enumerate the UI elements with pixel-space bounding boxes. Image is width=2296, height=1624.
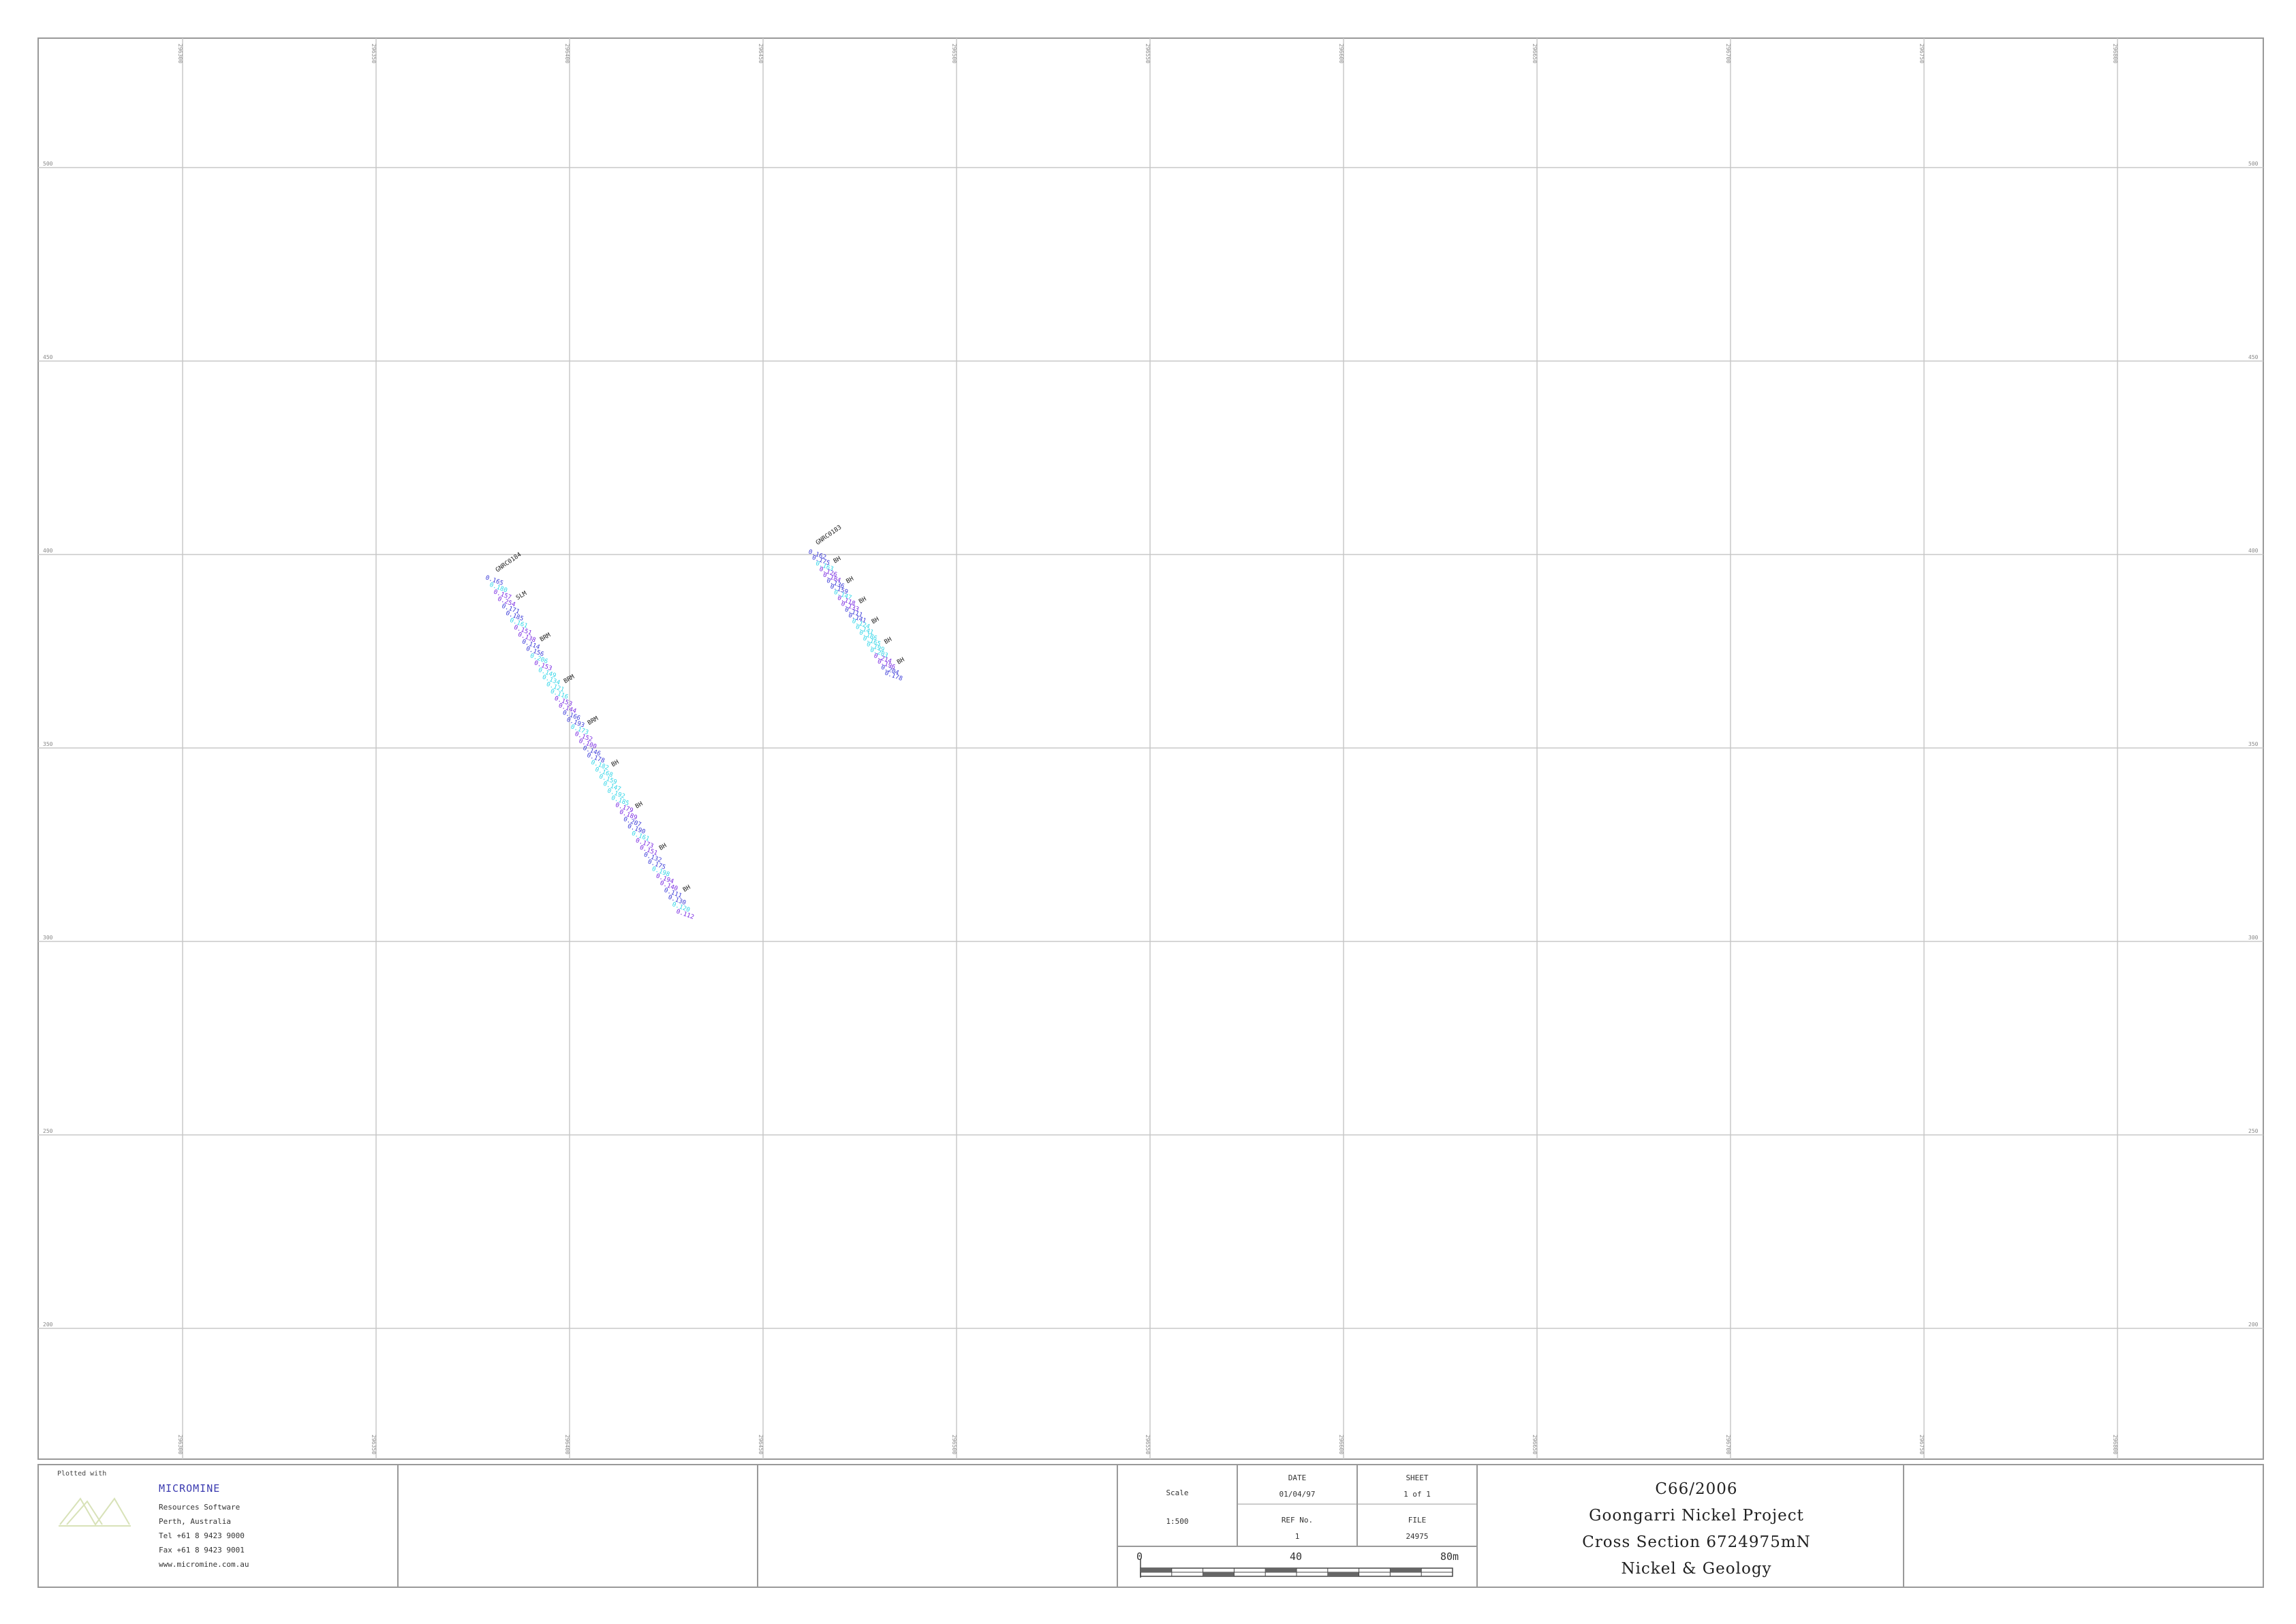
date-value: 01/04/97	[1279, 1490, 1316, 1499]
title-line-1: C66/2006	[1655, 1480, 1738, 1498]
lithology-code: BH	[846, 576, 855, 585]
company-name: MICROMINE	[159, 1482, 221, 1495]
company-tel: Tel +61 8 9423 9000	[159, 1531, 245, 1540]
x-axis-label-top: 296400	[564, 44, 570, 63]
title-line-2: Goongarri Nickel Project	[1589, 1507, 1804, 1525]
x-axis-label-top: 296350	[371, 44, 377, 63]
y-axis-label-left: 450	[43, 354, 53, 360]
x-axis-label-bottom: 296800	[2112, 1435, 2118, 1454]
x-axis-labels-bottom: 296300 296350 296400 296450 296500 296550 2966…	[177, 1435, 2118, 1454]
y-axis-label-left: 400	[43, 548, 53, 554]
sheet-label: SHEET	[1406, 1473, 1429, 1482]
map-frame	[37, 37, 2264, 1460]
ref-value: 1	[1294, 1532, 1300, 1541]
company-web: www.micromine.com.au	[159, 1560, 249, 1569]
company-fax: Fax +61 8 9423 9001	[159, 1546, 245, 1555]
lithology-code: BH	[833, 555, 842, 565]
lithology-code: SLM	[515, 590, 529, 602]
scalebar-label-0: 0	[1136, 1550, 1143, 1563]
y-axis-label-left: 300	[43, 935, 53, 941]
x-axis-label-bottom: 296500	[951, 1435, 957, 1454]
x-axis-label-top: 296700	[1725, 44, 1731, 63]
lithology-code: BRM	[539, 631, 553, 643]
x-axis-label-top: 296500	[951, 44, 957, 63]
lithology-code: BH	[871, 616, 880, 625]
x-axis-label-bottom: 296300	[177, 1435, 183, 1454]
y-axis-labels: 500 500 450 450 400 400 350 350 300 300 250 250 200 2…	[43, 161, 2259, 1328]
x-axis-labels-top: 296300 296350 296400 296450 296500 296550 2966…	[177, 44, 2118, 63]
drillhole-id: GNRC0183	[815, 524, 843, 546]
y-axis-label-left: 500	[43, 161, 53, 167]
drillhole-GNRC0183: GNRC01830.1620.1750.1630.1260.1840.1360.…	[807, 524, 906, 683]
lithology-code: BH	[858, 596, 867, 606]
file-label: FILE	[1408, 1516, 1427, 1525]
company-line2: Perth, Australia	[159, 1517, 231, 1526]
y-axis-label-left: 250	[43, 1128, 53, 1134]
x-axis-label-top: 296450	[758, 44, 764, 63]
date-label: DATE	[1288, 1473, 1307, 1482]
x-axis-label-top: 296750	[1919, 44, 1925, 63]
scale-label: Scale	[1166, 1488, 1189, 1497]
y-axis-label-right: 450	[2248, 354, 2259, 360]
x-axis-label-bottom: 296550	[1145, 1435, 1151, 1454]
lithology-code: BRM	[587, 715, 600, 727]
y-axis-label-right: 300	[2248, 935, 2259, 941]
lithology-code: BH	[658, 843, 668, 852]
scale-value: 1:500	[1166, 1517, 1189, 1526]
company-line1: Resources Software	[159, 1503, 241, 1512]
lithology-code: BH	[610, 759, 620, 768]
x-axis-label-bottom: 296400	[564, 1435, 570, 1454]
file-value: 24975	[1406, 1532, 1429, 1541]
drillhole-GNRC0184: GNRC01840.1650.1800.1570.2540.1710.1850.…	[484, 551, 695, 921]
x-axis-label-top: 296600	[1338, 44, 1344, 63]
x-axis-label-bottom: 296350	[371, 1435, 377, 1454]
x-axis-label-bottom: 296650	[1532, 1435, 1538, 1454]
drillhole-traces: GNRC01840.1650.1800.1570.2540.1710.1850.…	[484, 524, 906, 921]
scalebar-label-80: 80m	[1440, 1550, 1459, 1563]
plotted-with-label: Plotted with	[57, 1470, 107, 1478]
title-line-4: Nickel & Geology	[1621, 1560, 1772, 1578]
y-axis-label-right: 200	[2248, 1322, 2259, 1328]
x-axis-label-top: 296800	[2112, 44, 2118, 63]
x-axis-label-top: 296300	[177, 44, 183, 63]
x-axis-label-bottom: 296600	[1338, 1435, 1344, 1454]
scalebar-label-40: 40	[1290, 1550, 1303, 1563]
lithology-code: BH	[884, 636, 893, 646]
sheet-value: 1 of 1	[1403, 1490, 1431, 1499]
lithology-code: BH	[896, 657, 905, 666]
y-axis-label-right: 400	[2248, 548, 2259, 554]
x-axis-label-top: 296650	[1532, 44, 1538, 63]
grid-lines	[38, 38, 2263, 1459]
y-axis-label-left: 350	[43, 741, 53, 747]
ref-label: REF No.	[1281, 1516, 1314, 1525]
title-block-frame	[37, 1464, 2264, 1588]
y-axis-label-left: 200	[43, 1322, 53, 1328]
y-axis-label-right: 500	[2248, 161, 2259, 167]
lithology-code: BH	[682, 884, 692, 894]
micromine-logo	[59, 1497, 131, 1527]
x-axis-label-bottom: 296700	[1725, 1435, 1731, 1454]
lithology-code: BH	[634, 800, 644, 810]
x-axis-label-bottom: 296750	[1919, 1435, 1925, 1454]
y-axis-label-right: 250	[2248, 1128, 2259, 1134]
x-axis-label-bottom: 296450	[758, 1435, 764, 1454]
title-line-3: Cross Section 6724975mN	[1582, 1533, 1811, 1551]
x-axis-label-top: 296550	[1145, 44, 1151, 63]
y-axis-label-right: 350	[2248, 741, 2259, 747]
scale-bar	[1140, 1559, 1453, 1578]
